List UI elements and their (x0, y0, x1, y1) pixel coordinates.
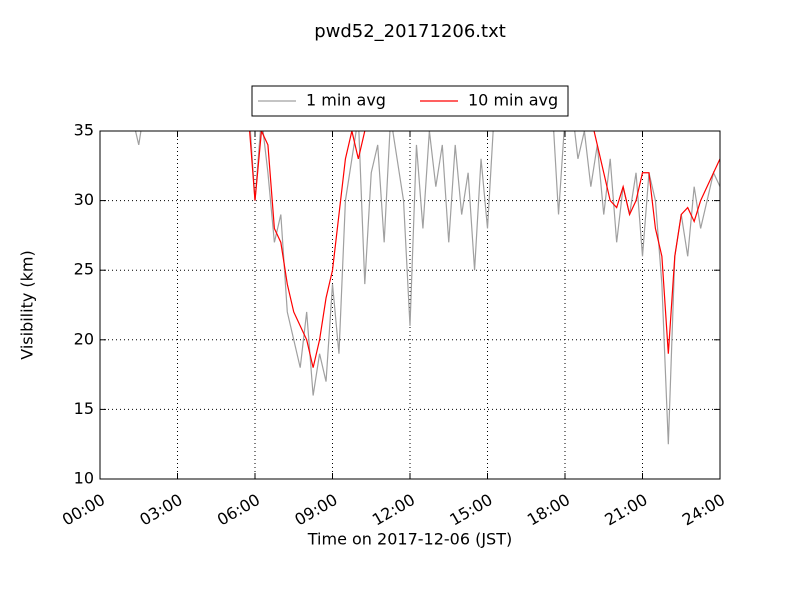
legend-label: 1 min avg (306, 91, 386, 110)
y-tick-label: 10 (74, 469, 94, 488)
y-axis-label: Visibility (km) (18, 250, 37, 359)
legend-items: 1 min avg 10 min avg (258, 91, 558, 110)
x-axis-label: Time on 2017-12-06 (JST) (307, 530, 512, 549)
y-tick-label: 20 (74, 329, 94, 348)
y-tick-label: 25 (74, 260, 94, 279)
y-tick-label: 35 (74, 121, 94, 140)
legend-label: 10 min avg (468, 91, 558, 110)
legend (251, 85, 569, 117)
y-tick-label: 15 (74, 399, 94, 418)
chart-title: pwd52_20171206.txt (314, 21, 506, 42)
series-line (249, 131, 720, 368)
plot-lines (134, 131, 720, 445)
series-line (134, 131, 720, 445)
y-tick-label: 30 (74, 190, 94, 209)
